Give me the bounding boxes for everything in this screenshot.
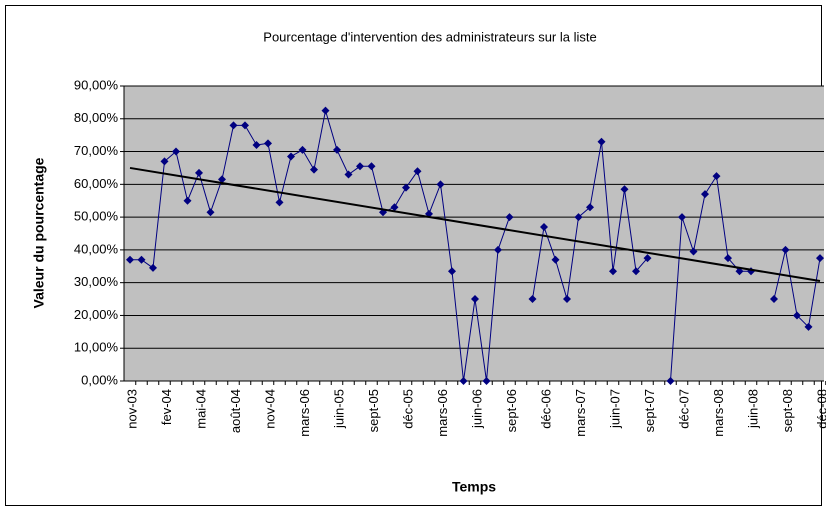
data-point: [816, 254, 824, 263]
data-point: [528, 295, 537, 304]
data-point: [402, 183, 410, 192]
x-tick-label: mars-06: [297, 389, 312, 437]
x-tick-label: déc-08: [814, 389, 826, 429]
x-tick-label: nov-04: [262, 389, 277, 429]
x-tick-label: déc-05: [400, 389, 415, 429]
data-point: [781, 245, 790, 254]
data-point: [356, 162, 364, 171]
x-tick-label: nov-03: [124, 389, 139, 429]
y-tick-label: 40,00%: [74, 241, 119, 256]
y-tick-label: 50,00%: [74, 209, 119, 224]
data-point: [183, 196, 192, 205]
x-tick-label: déc-06: [538, 389, 553, 429]
data-point: [666, 377, 675, 385]
data-point: [195, 168, 203, 177]
y-tick-label: 70,00%: [74, 143, 119, 158]
data-point: [482, 377, 491, 385]
data-point: [678, 213, 686, 222]
y-tick-label: 10,00%: [74, 340, 119, 355]
y-tick-label: 20,00%: [74, 307, 119, 322]
x-tick-label: juin-05: [331, 389, 346, 429]
x-tick-label: fev-04: [159, 389, 174, 425]
x-tick-label: sept-06: [504, 389, 519, 432]
data-point: [252, 141, 261, 149]
data-point: [333, 145, 341, 154]
y-axis-title: Valeur du pourcentage: [31, 157, 47, 308]
data-point: [609, 267, 617, 276]
data-point: [126, 255, 134, 264]
data-point: [597, 137, 606, 146]
data-point: [471, 295, 479, 304]
x-tick-label: mai-04: [193, 389, 208, 429]
data-point: [804, 322, 813, 331]
data-point: [701, 190, 709, 199]
chart-title: Pourcentage d'intervention des administr…: [263, 29, 596, 44]
data-point: [459, 377, 468, 385]
data-point: [206, 208, 215, 217]
x-tick-label: déc-07: [676, 389, 691, 429]
x-tick-label: sept-08: [780, 389, 795, 432]
data-point: [264, 139, 272, 148]
data-point: [551, 255, 560, 264]
data-point: [172, 147, 180, 156]
data-point: [505, 213, 514, 222]
x-tick-label: sept-07: [642, 389, 657, 432]
data-point: [540, 222, 548, 231]
data-point: [298, 145, 307, 154]
y-tick-label: 60,00%: [74, 176, 119, 191]
x-tick-label: mars-06: [435, 389, 450, 437]
y-tick-label: 90,00%: [74, 77, 119, 92]
data-point: [643, 254, 652, 263]
x-axis-title: Temps: [452, 479, 496, 495]
y-tick-label: 0,00%: [81, 372, 118, 387]
x-tick-label: mars-07: [573, 389, 588, 437]
x-tick-label: juin-06: [469, 389, 484, 429]
data-point: [563, 295, 571, 304]
data-point: [586, 203, 594, 212]
data-point: [275, 198, 284, 207]
y-tick-label: 80,00%: [74, 110, 119, 125]
data-point: [344, 170, 353, 179]
x-tick-label: juin-08: [745, 389, 760, 429]
plot-area: [124, 86, 824, 381]
data-point: [724, 254, 732, 263]
data-point: [770, 295, 778, 304]
data-point: [632, 267, 640, 276]
data-point: [436, 180, 445, 189]
data-point: [149, 263, 157, 272]
data-point: [689, 247, 698, 256]
data-point: [574, 213, 583, 222]
data-point: [735, 267, 744, 276]
data-point: [218, 175, 226, 184]
x-tick-label: juin-07: [607, 389, 622, 429]
data-point: [321, 106, 330, 115]
data-point: [620, 185, 629, 194]
data-point: [793, 311, 801, 320]
y-tick-label: 30,00%: [74, 274, 119, 289]
data-point: [160, 157, 169, 166]
data-point: [241, 121, 249, 130]
x-tick-label: mars-08: [711, 389, 726, 437]
trendline: [129, 166, 821, 283]
x-tick-label: sept-05: [366, 389, 381, 432]
data-point: [413, 167, 422, 176]
data-point: [229, 121, 238, 130]
data-point: [390, 203, 399, 212]
data-point: [287, 152, 295, 161]
data-point: [712, 172, 721, 181]
data-point: [448, 267, 456, 276]
data-point: [367, 162, 376, 171]
data-point: [137, 255, 146, 264]
data-point: [310, 165, 318, 174]
x-tick-label: août-04: [228, 389, 243, 433]
data-point: [494, 245, 502, 254]
